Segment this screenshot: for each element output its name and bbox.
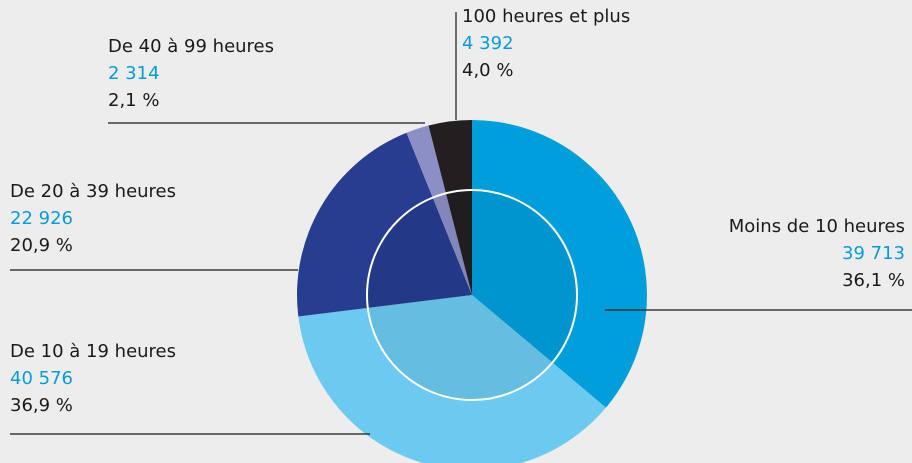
count-label: 39 713 <box>842 243 905 264</box>
share-label: 20,9 % <box>10 235 73 256</box>
count-label: 2 314 <box>108 63 160 84</box>
pie-slice <box>296 132 472 317</box>
count-label: 40 576 <box>10 368 73 389</box>
category-label: Moins de 10 heures <box>729 216 905 237</box>
share-label: 36,1 % <box>842 270 905 291</box>
category-label: De 40 à 99 heures <box>108 36 274 57</box>
pie <box>296 120 647 463</box>
category-label: De 10 à 19 heures <box>10 341 176 362</box>
category-label: 100 heures et plus <box>462 6 630 27</box>
count-label: 4 392 <box>462 33 514 54</box>
pie-slice <box>472 120 647 408</box>
share-label: 4,0 % <box>462 60 513 81</box>
share-label: 36,9 % <box>10 395 73 416</box>
category-label: De 20 à 39 heures <box>10 181 176 202</box>
share-label: 2,1 % <box>108 90 159 111</box>
count-label: 22 926 <box>10 208 73 229</box>
pie-slice <box>406 125 472 295</box>
pie-slice <box>428 120 472 295</box>
inner-ring <box>366 189 578 401</box>
